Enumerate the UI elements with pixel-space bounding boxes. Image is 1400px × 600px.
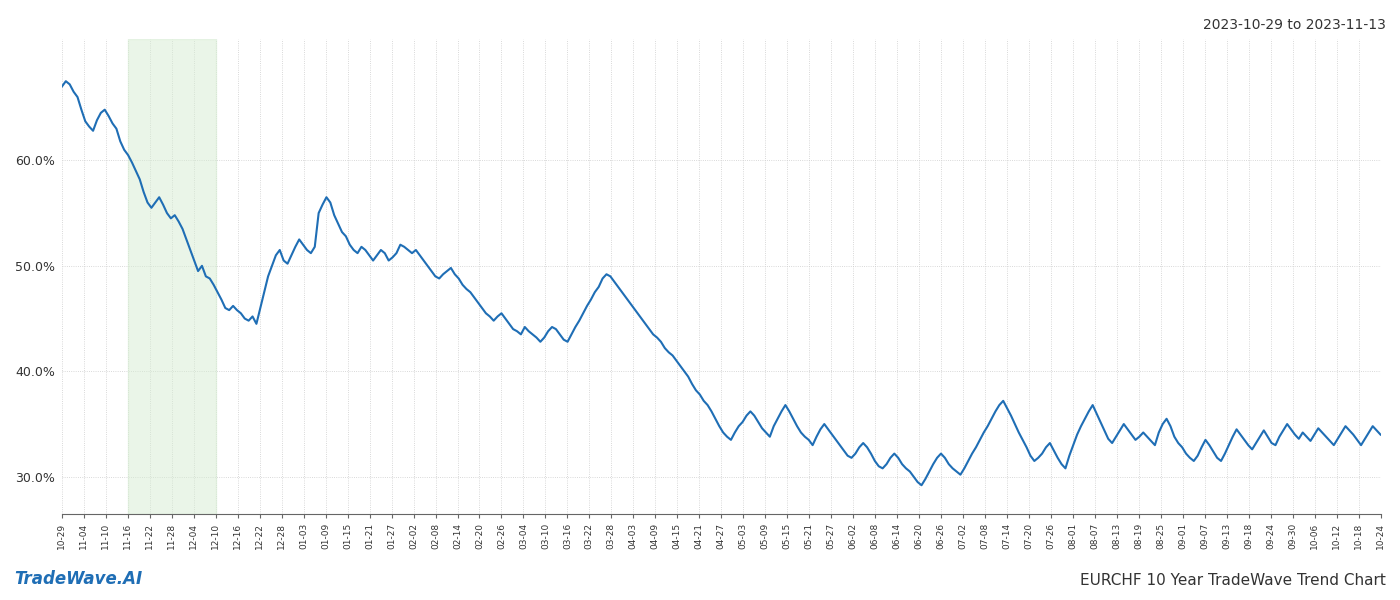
Text: 2023-10-29 to 2023-11-13: 2023-10-29 to 2023-11-13	[1203, 18, 1386, 32]
Text: EURCHF 10 Year TradeWave Trend Chart: EURCHF 10 Year TradeWave Trend Chart	[1081, 573, 1386, 588]
Text: TradeWave.AI: TradeWave.AI	[14, 570, 143, 588]
Bar	[127, 39, 216, 514]
